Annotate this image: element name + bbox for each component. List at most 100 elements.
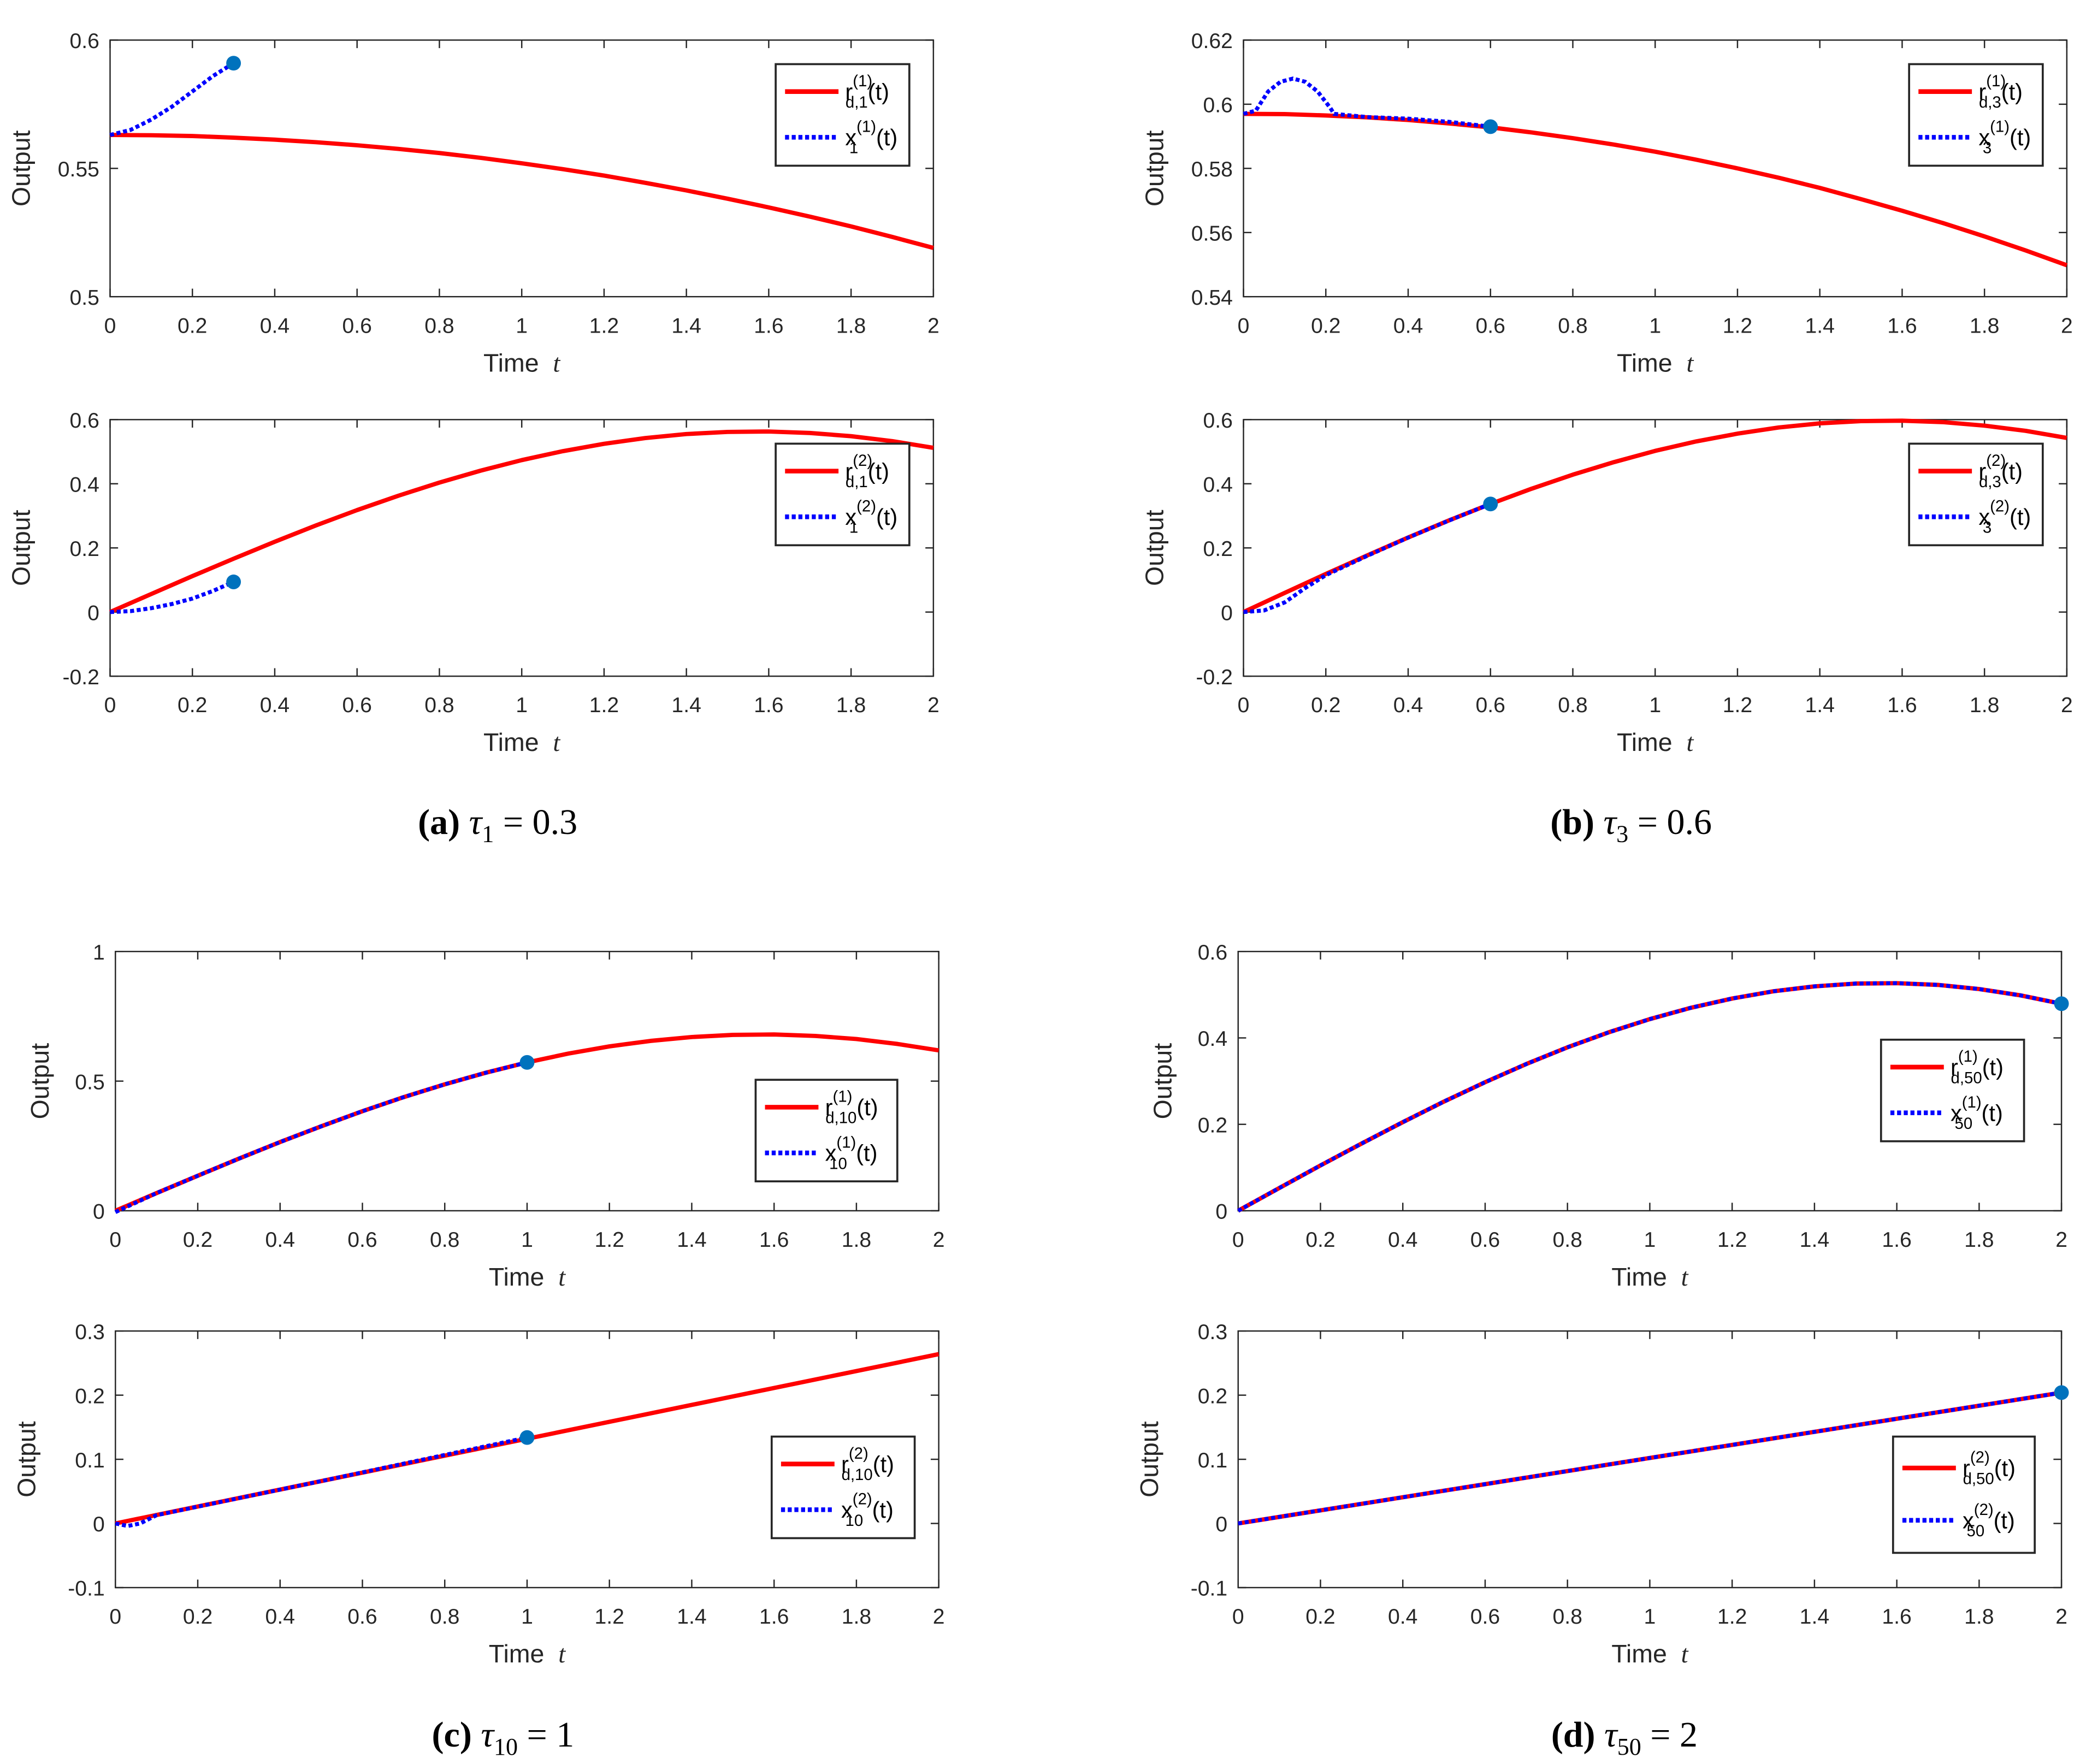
x-tick-label: 1.6 [1887,314,1917,338]
legend-box [1908,63,2044,167]
x-axis-label: Time t [489,1639,566,1668]
x-tick-label: 1.6 [1887,694,1917,717]
legend-label: r(1) d,50(t) [1951,1047,2004,1087]
x-tick-label: 0.8 [424,314,454,338]
x-axis-label: Time t [1611,1639,1688,1668]
legend-label: x(2) 1 (t) [845,498,897,537]
x-tick-label: 1.4 [1800,1605,1829,1629]
legend-label: x(2) 3 (t) [1978,498,2031,537]
x-tick-label: 0 [1238,314,1250,338]
y-axis-label: Output [1140,130,1169,206]
x-tick-label: 1.6 [754,694,783,717]
x-tick-label: 0.8 [1552,1228,1582,1252]
y-axis-label: Output [1148,1043,1177,1120]
x-tick-label: 1.8 [836,314,866,338]
x-tick-label: 0.2 [178,314,207,338]
legend: r(1) d,50(t) x(1) 50 (t) [1880,1038,2025,1143]
y-tick-label: 0.2 [1198,1114,1227,1137]
subplot-b-bottom: 0 0.2 0.4 0.6 0.8 1 1.2 1.4 1.6 1.8 2-0.200.20.40.… [1140,409,2073,757]
y-tick-label: 0.56 [1191,222,1233,245]
x-tick-label: 1.8 [1964,1605,1994,1629]
x-tick-label: 0.6 [347,1228,377,1252]
y-axis-label: Output [7,130,36,206]
x-tick-label: 0.2 [1311,694,1340,717]
x-tick-label: 2 [2061,314,2073,338]
series-line-reference [109,429,934,614]
end-marker [2054,996,2069,1011]
x-tick-label: 0.4 [1388,1605,1417,1629]
y-axis-label: Output [12,1421,40,1497]
x-tick-label: 0.6 [1470,1228,1500,1252]
x-tick-label: 1.6 [1882,1228,1911,1252]
y-tick-label: -0.2 [1196,666,1233,689]
x-tick-label: 0.2 [1311,314,1340,338]
legend-label: r(2) d,50(t) [1963,1448,2016,1488]
x-tick-label: 0 [109,1605,121,1629]
x-tick-label: 1.2 [594,1605,624,1629]
subplot-a-bottom: 0 0.2 0.4 0.6 0.8 1 1.2 1.4 1.6 1.8 2-0.200.20.40.… [7,409,939,757]
series-line-reference [1242,418,2067,614]
y-tick-label: 0.58 [1191,158,1233,181]
legend-box [775,63,911,167]
x-tick-label: 1.8 [1964,1228,1994,1252]
x-tick-label: 0 [1238,694,1250,717]
y-tick-label: -0.1 [1191,1577,1227,1601]
series-line-state [1237,981,2062,1213]
x-tick-label: 0.2 [178,694,207,717]
x-tick-label: 1.8 [1970,314,1999,338]
x-tick-label: 0.8 [430,1228,459,1252]
y-tick-label: 0.4 [70,473,99,496]
x-tick-label: 2 [2055,1228,2067,1252]
x-tick-label: 0.4 [1393,314,1423,338]
y-tick-label: 0.6 [1198,941,1227,964]
x-tick-label: 1.2 [594,1228,624,1252]
caption-b: (b) τ3 = 0.6 [1550,802,1712,848]
legend-label: x(2) 50 (t) [1963,1501,2015,1540]
x-tick-label: 2 [2061,694,2073,717]
x-tick-label: 0.6 [1476,694,1505,717]
x-tick-label: 0.8 [1558,314,1587,338]
y-tick-label: 0.4 [1203,473,1233,496]
legend-label: r(2) d,10(t) [841,1445,894,1484]
x-tick-label: 0.6 [347,1605,377,1629]
x-tick-label: 0.4 [265,1605,295,1629]
x-tick-label: 1.4 [677,1605,706,1629]
x-tick-label: 1.4 [671,314,701,338]
x-tick-label: 1.8 [842,1228,871,1252]
legend-box [1908,442,2044,547]
legend-label: x(1) 1 (t) [845,118,897,157]
x-tick-label: 1.8 [842,1605,871,1629]
x-tick-label: 0.4 [265,1228,295,1252]
x-tick-label: 1.4 [677,1228,706,1252]
series-line-reference [110,133,934,250]
x-tick-label: 1.4 [1805,314,1834,338]
y-tick-label: -0.1 [68,1577,104,1601]
x-tick-label: 0.8 [424,694,454,717]
x-tick-label: 1.2 [589,314,619,338]
x-tick-label: 0.4 [1388,1228,1417,1252]
legend: r(2) d,50(t) x(2) 50 (t) [1892,1435,2036,1554]
x-axis-label: Time t [483,348,560,377]
x-tick-label: 2 [927,314,939,338]
legend-box [1880,1038,2025,1143]
series-line-state [1243,76,1491,129]
x-tick-label: 1 [516,314,528,338]
y-tick-label: 0.2 [1203,537,1233,561]
y-tick-label: 0 [93,1513,105,1536]
series-line-state [1243,502,1492,614]
x-tick-label: 1.4 [1805,694,1834,717]
x-tick-label: 0.6 [342,694,372,717]
y-tick-label: 0.55 [58,158,99,181]
x-tick-label: 1.6 [759,1228,789,1252]
x-tick-label: 1 [1649,694,1661,717]
end-marker [2054,1385,2069,1400]
y-tick-label: 0.54 [1191,286,1233,310]
y-tick-label: 0.5 [75,1070,104,1094]
legend-label: r(1) d,1(t) [845,72,889,111]
legend-label: r(1) d,3(t) [1978,72,2023,111]
y-tick-label: 0.6 [70,409,99,433]
y-tick-label: 0.2 [1198,1384,1227,1408]
y-tick-label: 1 [93,941,105,964]
x-tick-label: 1 [1649,314,1661,338]
legend: r(2) d,10(t) x(2) 10 (t) [770,1435,916,1540]
